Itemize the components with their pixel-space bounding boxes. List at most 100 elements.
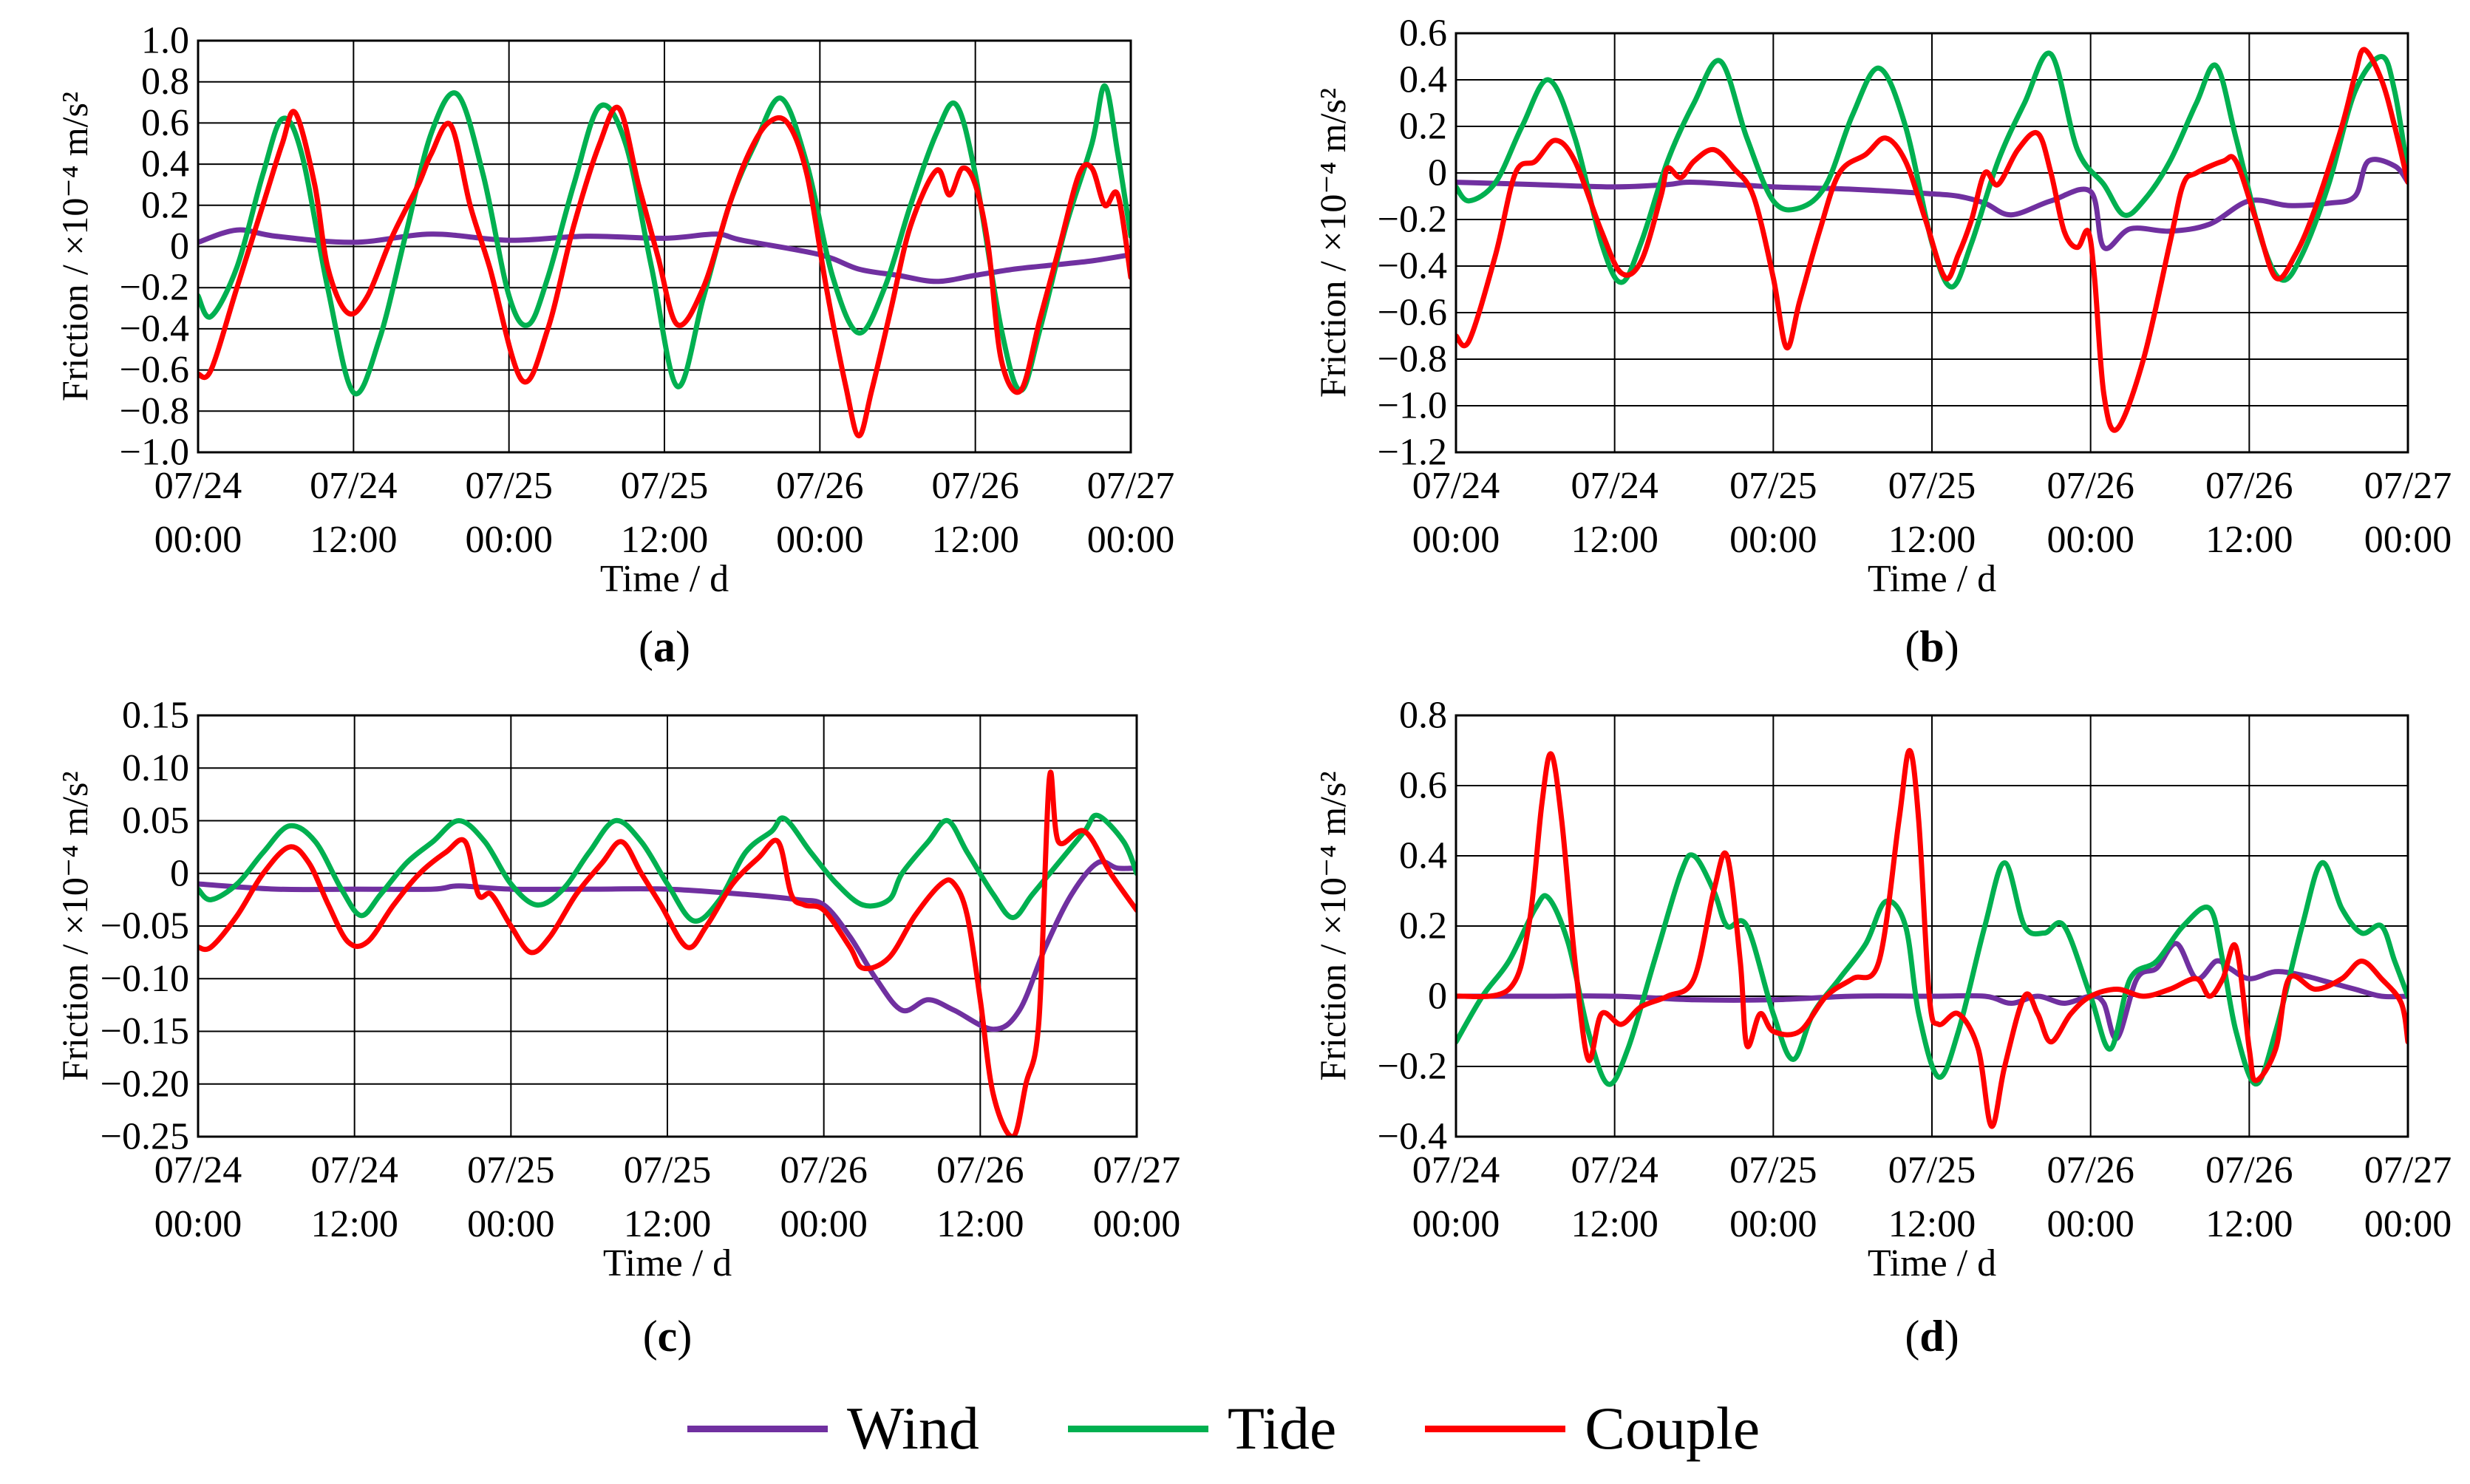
y-tick-label: −0.25 xyxy=(101,1116,189,1158)
y-tick-label: 0 xyxy=(170,225,189,268)
legend: Wind Tide Couple xyxy=(687,1395,1848,1462)
x-tick-label-time: 12:00 xyxy=(1571,1203,1658,1245)
x-tick-label-date: 07/26 xyxy=(2047,1149,2134,1191)
series-line-couple xyxy=(1456,47,2408,433)
y-tick-label: −0.8 xyxy=(120,390,189,432)
y-tick-label: −0.2 xyxy=(1378,199,1447,241)
panel-caption-d: (d) xyxy=(1905,1312,1959,1361)
x-tick-label-date: 07/26 xyxy=(2047,465,2134,507)
x-tick-label-date: 07/24 xyxy=(154,1149,242,1191)
x-tick-label-time: 12:00 xyxy=(1571,519,1658,561)
x-tick-label-date: 07/25 xyxy=(624,1149,711,1191)
x-tick-label-time: 12:00 xyxy=(1888,519,1976,561)
y-tick-label: −0.4 xyxy=(1378,245,1447,287)
x-axis-label: Time / d xyxy=(600,558,729,600)
x-tick-label-date: 07/25 xyxy=(1729,1149,1817,1191)
y-tick-label: 0.8 xyxy=(1399,695,1447,737)
x-tick-label-time: 00:00 xyxy=(2364,519,2452,561)
y-tick-label: 1.0 xyxy=(141,20,189,62)
panel-caption-a: (a) xyxy=(639,622,690,671)
series-line-wind xyxy=(198,859,1137,1032)
y-tick-label: −1.2 xyxy=(1378,432,1447,474)
y-tick-label: 0 xyxy=(170,852,189,894)
chart-panel-c: −0.25 −0.20 −0.15 −0.10 −0.05 0 0.05 0.10 0.15 07… xyxy=(54,695,1180,1361)
panel-caption-b: (b) xyxy=(1905,622,1959,671)
x-axis-label: Time / d xyxy=(1868,1242,1996,1284)
x-tick-label-date: 07/24 xyxy=(154,465,242,507)
series-line-wind xyxy=(1456,157,2408,251)
y-tick-label: 0.8 xyxy=(141,61,189,103)
x-tick-label-date: 07/25 xyxy=(1729,465,1817,507)
series-line-couple xyxy=(1456,748,2408,1129)
series-line-tide xyxy=(198,83,1131,397)
x-tick-label-time: 00:00 xyxy=(1412,519,1500,561)
legend-swatch-wind xyxy=(687,1425,828,1432)
x-tick-label-time: 12:00 xyxy=(310,1203,398,1245)
legend-swatch-couple xyxy=(1425,1425,1566,1432)
x-tick-label-time: 00:00 xyxy=(776,519,863,561)
x-tick-label-time: 00:00 xyxy=(154,519,242,561)
y-axis-label: Friction / ×10⁻⁴ m/s² xyxy=(1312,772,1353,1081)
series-line-couple xyxy=(198,104,1131,439)
x-tick-label-date: 07/27 xyxy=(1087,465,1174,507)
y-tick-label: 0.4 xyxy=(1399,835,1447,877)
legend-label-couple: Couple xyxy=(1585,1395,1760,1462)
plot-frame xyxy=(1455,714,2409,1138)
plot-frame xyxy=(197,714,1138,1138)
x-tick-label-date: 07/24 xyxy=(1412,465,1500,507)
legend-swatch-tide xyxy=(1067,1425,1208,1432)
x-tick-label-time: 00:00 xyxy=(1093,1203,1180,1245)
series-line-wind xyxy=(198,227,1131,285)
x-tick-label-date: 07/24 xyxy=(310,1149,398,1191)
x-tick-label-time: 12:00 xyxy=(931,519,1018,561)
y-tick-label: −1.0 xyxy=(120,432,189,474)
x-tick-label-date: 07/27 xyxy=(2364,465,2452,507)
legend-item-couple: Couple xyxy=(1425,1398,1760,1459)
x-tick-label-date: 07/25 xyxy=(465,465,552,507)
y-tick-label: 0.4 xyxy=(141,143,189,186)
x-tick-label-date: 07/25 xyxy=(1888,1149,1976,1191)
y-tick-label: 0.4 xyxy=(1399,59,1447,101)
series-line-couple xyxy=(198,769,1137,1137)
x-tick-label-time: 12:00 xyxy=(936,1203,1024,1245)
y-tick-label: −0.2 xyxy=(1378,1046,1447,1088)
x-tick-label-time: 00:00 xyxy=(465,519,552,561)
x-tick-label-time: 00:00 xyxy=(1729,1203,1817,1245)
x-tick-label-date: 07/25 xyxy=(621,465,708,507)
x-tick-label-time: 00:00 xyxy=(154,1203,242,1245)
y-axis-label: Friction / ×10⁻⁴ m/s² xyxy=(1312,88,1353,398)
x-tick-label-time: 12:00 xyxy=(1888,1203,1976,1245)
x-tick-label-time: 12:00 xyxy=(2205,1203,2293,1245)
y-tick-label: −0.4 xyxy=(1378,1116,1447,1158)
chart-panel-d: −0.4 −0.2 0 0.2 0.4 0.6 0.8 07/24 00:00 07/24 12:0… xyxy=(1312,695,2452,1361)
y-tick-label: −0.6 xyxy=(120,349,189,391)
y-tick-label: −0.10 xyxy=(101,958,189,1000)
y-tick-label: 0.2 xyxy=(1399,905,1447,947)
y-tick-label: 0.15 xyxy=(122,695,189,737)
x-tick-label-date: 07/26 xyxy=(931,465,1018,507)
chart-panel-b: −1.2 −1.0−0.8−0.6 −0.4−0.2 00.2 0.40.6 07/24 0… xyxy=(1312,13,2452,672)
y-tick-label: 0.05 xyxy=(122,800,189,842)
x-tick-label-date: 07/24 xyxy=(1571,1149,1658,1191)
x-tick-label-date: 07/26 xyxy=(2205,1149,2293,1191)
y-tick-label: −0.20 xyxy=(101,1063,189,1105)
y-tick-label: −0.4 xyxy=(120,307,189,350)
legend-item-tide: Tide xyxy=(1067,1398,1336,1459)
series-line-tide xyxy=(198,812,1137,924)
y-tick-label: 0.6 xyxy=(141,102,189,144)
x-tick-label-time: 00:00 xyxy=(2364,1203,2452,1245)
x-tick-label-date: 07/27 xyxy=(2364,1149,2452,1191)
x-tick-label-time: 00:00 xyxy=(1729,519,1817,561)
y-tick-label: 0.6 xyxy=(1399,765,1447,807)
x-tick-label-date: 07/24 xyxy=(1412,1149,1500,1191)
x-tick-label-time: 12:00 xyxy=(621,519,708,561)
x-tick-label-date: 07/24 xyxy=(310,465,397,507)
x-tick-label-date: 07/25 xyxy=(1888,465,1976,507)
x-tick-label-date: 07/27 xyxy=(1093,1149,1180,1191)
y-tick-label: −0.2 xyxy=(120,267,189,309)
x-tick-label-time: 00:00 xyxy=(467,1203,554,1245)
x-tick-label-time: 00:00 xyxy=(2047,1203,2134,1245)
x-tick-label-date: 07/26 xyxy=(936,1149,1024,1191)
y-tick-label: −1.0 xyxy=(1378,385,1447,427)
